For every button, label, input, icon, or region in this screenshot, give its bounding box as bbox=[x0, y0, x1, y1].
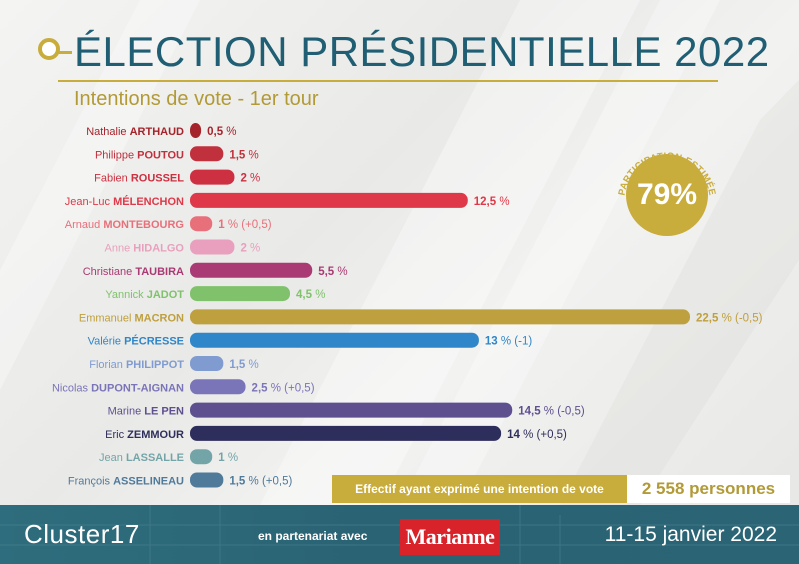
bar bbox=[190, 192, 468, 208]
candidate-label: Nicolas DUPONT-AIGNAN bbox=[52, 382, 184, 394]
sample-size-box: Effectif ayant exprimé une intention de … bbox=[332, 475, 790, 503]
value-label: 5,5 % bbox=[318, 266, 347, 278]
candidate-last-name: PHILIPPOT bbox=[126, 359, 184, 371]
bar bbox=[190, 402, 513, 418]
bar bbox=[190, 425, 502, 441]
value-label: 14,5 % (-0,5) bbox=[518, 406, 585, 418]
cluster17-logo: Cluster17 bbox=[24, 519, 140, 549]
value-label: 2 % bbox=[240, 173, 260, 185]
candidate-last-name: ARTHAUD bbox=[130, 126, 184, 138]
bar bbox=[190, 379, 246, 395]
bar bbox=[190, 356, 224, 371]
bar bbox=[190, 123, 202, 138]
candidate-label: Fabien ROUSSEL bbox=[94, 173, 184, 185]
sample-size-value: 2 558 personnes bbox=[627, 475, 790, 503]
candidate-first-name: Nicolas bbox=[52, 382, 91, 394]
candidate-label: Yannick JADOT bbox=[105, 289, 184, 301]
value-label: 13 % (-1) bbox=[485, 336, 532, 348]
candidate-first-name: Philippe bbox=[95, 149, 137, 161]
candidate-last-name: PÉCRESSE bbox=[124, 335, 184, 348]
value-label: 14 % (+0,5) bbox=[507, 429, 567, 441]
candidate-last-name: LE PEN bbox=[144, 406, 184, 418]
value-label: 12,5 % bbox=[474, 196, 510, 208]
candidate-first-name: Anne bbox=[105, 243, 134, 255]
candidate-last-name: DUPONT-AIGNAN bbox=[91, 382, 184, 394]
candidate-label: Eric ZEMMOUR bbox=[105, 429, 184, 441]
candidate-label: Philippe POUTOU bbox=[95, 149, 184, 161]
candidate-last-name: MONTEBOURG bbox=[103, 219, 184, 231]
candidate-first-name: Arnaud bbox=[65, 219, 104, 231]
candidate-last-name: HIDALGO bbox=[133, 243, 184, 255]
marianne-logo: Marianne bbox=[400, 519, 500, 555]
value-label: 2,5 % (+0,5) bbox=[252, 382, 315, 394]
candidate-last-name: MÉLENCHON bbox=[113, 195, 184, 208]
candidate-label: Anne HIDALGO bbox=[105, 243, 185, 255]
survey-dates: 11-15 janvier 2022 bbox=[604, 523, 777, 546]
bar bbox=[190, 449, 213, 465]
page-subtitle: Intentions de vote - 1er tour bbox=[74, 88, 319, 110]
value-label: 4,5 % bbox=[296, 289, 325, 301]
bar bbox=[190, 146, 224, 162]
value-label: 2 % bbox=[240, 243, 260, 255]
value-label: 1 % bbox=[218, 452, 238, 464]
footer: Cluster17 en partenariat avec Marianne 1… bbox=[0, 505, 799, 564]
bar bbox=[190, 472, 224, 488]
background-stripes bbox=[560, 80, 799, 505]
candidate-label: Nathalie ARTHAUD bbox=[86, 126, 184, 138]
candidate-label: Florian PHILIPPOT bbox=[89, 359, 184, 371]
candidate-last-name: ROUSSEL bbox=[131, 173, 184, 185]
value-label: 1,5 % bbox=[229, 149, 258, 161]
footer-pattern bbox=[0, 505, 799, 564]
candidate-first-name: Yannick bbox=[105, 289, 146, 301]
bar bbox=[190, 169, 235, 185]
candidate-last-name: POUTOU bbox=[137, 149, 184, 161]
candidate-first-name: Jean-Luc bbox=[65, 196, 113, 208]
candidate-label: Jean LASSALLE bbox=[99, 452, 184, 464]
sample-size-label: Effectif ayant exprimé une intention de … bbox=[332, 475, 627, 503]
title-connector bbox=[58, 51, 72, 54]
bar bbox=[190, 332, 479, 348]
participation-value: 79% bbox=[626, 154, 708, 236]
bar-chart: Nathalie ARTHAUD 0,5 % Philippe POUTOU 1,5 … bbox=[52, 123, 763, 488]
candidate-first-name: Eric bbox=[105, 429, 127, 441]
candidate-first-name: Valérie bbox=[88, 336, 124, 348]
title-marker-icon bbox=[38, 38, 60, 60]
value-label: 1,5 % (+0,5) bbox=[229, 476, 292, 488]
participation-badge: PARTICIPATION ESTIMÉE 79% bbox=[612, 140, 722, 250]
bar bbox=[190, 286, 290, 302]
candidate-first-name: Jean bbox=[99, 452, 126, 464]
value-label: 22,5 % (-0,5) bbox=[696, 312, 763, 324]
candidate-last-name: JADOT bbox=[147, 289, 185, 301]
candidate-last-name: ASSELINEAU bbox=[113, 476, 184, 488]
candidate-label: François ASSELINEAU bbox=[68, 476, 184, 488]
candidate-label: Marine LE PEN bbox=[108, 406, 184, 418]
partner-text: en partenariat avec bbox=[258, 529, 368, 543]
bar bbox=[190, 309, 690, 325]
candidate-label: Emmanuel MACRON bbox=[79, 312, 184, 324]
candidate-first-name: François bbox=[68, 476, 113, 488]
candidate-first-name: Christiane bbox=[83, 266, 136, 278]
value-label: 1 % (+0,5) bbox=[218, 219, 272, 231]
page-title: ÉLECTION PRÉSIDENTIELLE 2022 bbox=[74, 28, 770, 75]
candidate-first-name: Fabien bbox=[94, 173, 131, 185]
candidate-last-name: ZEMMOUR bbox=[127, 429, 184, 441]
bar bbox=[190, 216, 213, 232]
title-underline bbox=[58, 80, 718, 82]
value-label: 0,5 % bbox=[207, 126, 236, 138]
candidate-first-name: Florian bbox=[89, 359, 126, 371]
candidate-first-name: Marine bbox=[108, 406, 145, 418]
bar bbox=[190, 239, 235, 255]
candidate-label: Jean-Luc MÉLENCHON bbox=[65, 195, 184, 208]
candidate-label: Valérie PÉCRESSE bbox=[88, 335, 184, 348]
candidate-label: Arnaud MONTEBOURG bbox=[65, 219, 184, 231]
candidate-last-name: TAUBIRA bbox=[135, 266, 184, 278]
candidate-last-name: MACRON bbox=[135, 312, 185, 324]
candidate-first-name: Emmanuel bbox=[79, 312, 135, 324]
value-label: 1,5 % bbox=[229, 359, 258, 371]
candidate-label: Christiane TAUBIRA bbox=[83, 266, 184, 278]
bar bbox=[190, 262, 313, 278]
candidate-last-name: LASSALLE bbox=[126, 452, 184, 464]
candidate-first-name: Nathalie bbox=[86, 126, 129, 138]
